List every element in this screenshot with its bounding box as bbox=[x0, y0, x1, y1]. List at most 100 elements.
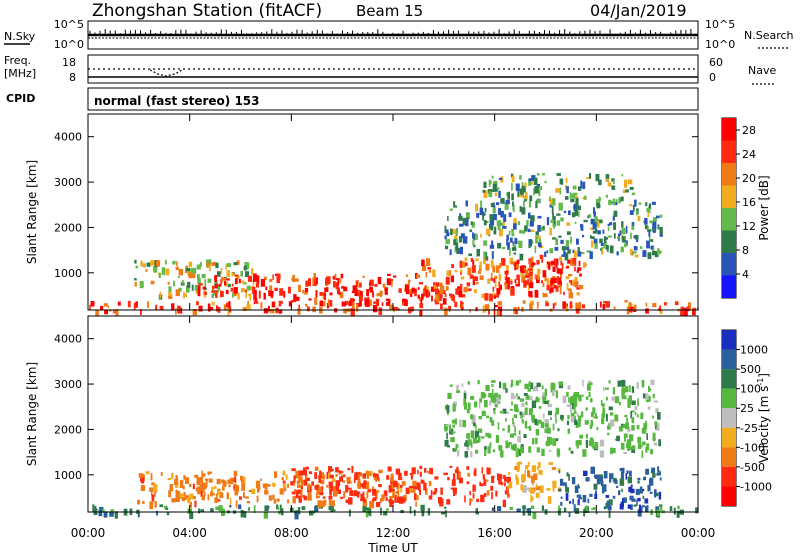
echo-cell bbox=[447, 216, 449, 222]
echo-cell bbox=[445, 510, 447, 518]
echo-cell bbox=[135, 301, 138, 308]
echo-cell bbox=[338, 470, 344, 474]
echo-cell bbox=[190, 268, 195, 272]
nave-dip bbox=[149, 69, 183, 77]
echo-cell bbox=[444, 235, 447, 240]
echo-cell bbox=[428, 289, 430, 292]
echo-cell bbox=[535, 235, 538, 244]
echo-cell bbox=[453, 201, 456, 207]
echo-cell bbox=[329, 292, 333, 296]
echo-cell bbox=[217, 499, 221, 502]
echo-cell bbox=[624, 243, 627, 248]
echo-cell bbox=[498, 474, 501, 478]
colorbar-swatch bbox=[722, 369, 736, 389]
echo-cell bbox=[505, 418, 507, 422]
echo-cell bbox=[293, 475, 296, 483]
echo-cell bbox=[584, 420, 589, 425]
echo-cell bbox=[207, 303, 211, 310]
echo-cell bbox=[156, 510, 158, 516]
echo-cell bbox=[550, 286, 554, 289]
echo-cell bbox=[630, 232, 632, 240]
echo-cell bbox=[485, 263, 490, 271]
echo-cell bbox=[309, 510, 314, 516]
echo-cell bbox=[527, 470, 531, 477]
echo-cell bbox=[497, 473, 500, 481]
echo-cell bbox=[513, 252, 516, 255]
echo-cell bbox=[332, 489, 338, 497]
echo-cell bbox=[233, 273, 236, 276]
echo-cell bbox=[467, 439, 472, 446]
echo-cell bbox=[621, 392, 625, 398]
echo-cell bbox=[583, 219, 588, 223]
echo-cell bbox=[515, 474, 518, 481]
echo-cell bbox=[493, 278, 496, 283]
echo-cell bbox=[619, 230, 622, 236]
echo-cell bbox=[466, 481, 470, 485]
echo-cell bbox=[211, 294, 214, 298]
echo-cell bbox=[328, 481, 333, 489]
echo-cell bbox=[528, 239, 532, 247]
echo-cell bbox=[537, 198, 541, 204]
echo-cell bbox=[645, 420, 647, 426]
echo-cell bbox=[629, 495, 634, 501]
echo-cell bbox=[465, 218, 469, 224]
echo-cell bbox=[530, 494, 532, 503]
echo-cell bbox=[423, 287, 429, 296]
echo-cell bbox=[582, 181, 586, 190]
echo-cell bbox=[624, 437, 626, 442]
echo-cell bbox=[274, 471, 278, 478]
echo-cell bbox=[417, 287, 420, 290]
echo-cell bbox=[523, 267, 527, 271]
echo-cell bbox=[474, 289, 477, 294]
echo-cell bbox=[641, 450, 644, 458]
echo-cell bbox=[544, 428, 548, 433]
echo-cell bbox=[424, 285, 427, 289]
echo-cell bbox=[585, 477, 590, 482]
echo-cell bbox=[507, 472, 511, 475]
echo-cell bbox=[189, 493, 194, 500]
echo-cell bbox=[231, 272, 234, 277]
echo-cell bbox=[512, 201, 514, 207]
echo-cell bbox=[524, 281, 527, 285]
echo-cell bbox=[369, 500, 373, 509]
echo-cell bbox=[659, 234, 663, 237]
echo-cell bbox=[633, 235, 636, 239]
echo-cell bbox=[295, 491, 299, 499]
echo-cell bbox=[552, 237, 557, 240]
echo-cell bbox=[573, 405, 576, 411]
echo-cell bbox=[117, 301, 121, 306]
echo-cell bbox=[445, 245, 449, 250]
echo-cell bbox=[630, 306, 635, 309]
echo-cell bbox=[524, 269, 529, 276]
echo-cell bbox=[322, 301, 326, 307]
echo-cell bbox=[680, 309, 685, 317]
echo-cell bbox=[535, 231, 539, 236]
echo-cell bbox=[568, 292, 574, 299]
echo-cell bbox=[650, 449, 653, 455]
echo-cell bbox=[651, 201, 656, 205]
echo-cell bbox=[582, 379, 584, 387]
echo-cell bbox=[498, 228, 503, 237]
echo-cell bbox=[643, 477, 646, 481]
echo-cell bbox=[486, 490, 490, 496]
echo-cell bbox=[587, 498, 590, 504]
echo-cell bbox=[627, 443, 631, 450]
echo-cell bbox=[516, 477, 519, 485]
echo-cell bbox=[588, 391, 591, 398]
echo-cell bbox=[454, 447, 458, 451]
echo-cell bbox=[474, 424, 477, 429]
echo-cell bbox=[603, 471, 608, 479]
echo-cell bbox=[544, 423, 549, 428]
echo-cell bbox=[652, 437, 656, 441]
echo-cell bbox=[599, 450, 605, 458]
echo-cell bbox=[464, 257, 468, 261]
echo-cell bbox=[623, 179, 628, 188]
echo-cell bbox=[650, 245, 654, 250]
echo-cell bbox=[562, 482, 567, 486]
echo-cell bbox=[240, 509, 244, 518]
echo-cell bbox=[511, 175, 515, 183]
echo-cell bbox=[573, 203, 578, 211]
echo-cell bbox=[657, 248, 660, 256]
echo-cell bbox=[415, 501, 417, 507]
echo-cell bbox=[527, 388, 531, 392]
